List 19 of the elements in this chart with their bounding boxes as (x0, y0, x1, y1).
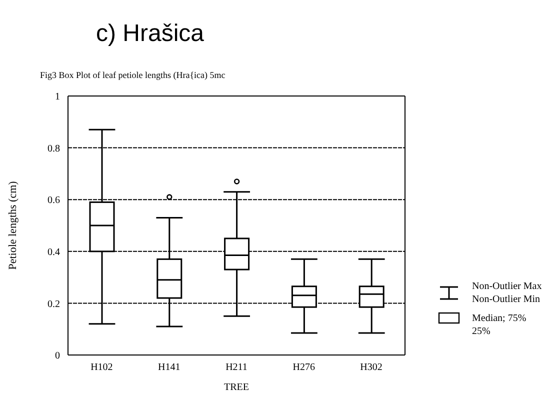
chart-title: c) Hrašica (96, 20, 204, 48)
chart-subtitle: Fig3 Box Plot of leaf petiole lengths (Hra{ica) 5mc (40, 70, 226, 80)
x-tick-label: H302 (360, 362, 382, 374)
y-tick-label: 0.4 (48, 246, 60, 258)
y-tick-label: 0 (55, 350, 60, 362)
y-axis-title: Petiole lengths (cm) (6, 180, 19, 270)
text: Non-Outlier Max (472, 280, 542, 293)
text: Non-Outlier Min (472, 293, 542, 306)
y-tick-label: 0.6 (48, 195, 60, 206)
y-tick-label: 0.2 (48, 298, 60, 310)
text: 25% (472, 325, 492, 338)
x-tick-label: H211 (226, 362, 248, 374)
x-axis-title: TREE (224, 382, 249, 393)
y-tick-label: 1 (55, 92, 60, 103)
text: Median; 75% (472, 312, 526, 325)
x-tick-label: H102 (90, 362, 113, 374)
x-tick-label: H276 (292, 362, 316, 374)
y-tick-label: 0.8 (48, 143, 60, 154)
x-tick-label: H141 (158, 362, 180, 374)
